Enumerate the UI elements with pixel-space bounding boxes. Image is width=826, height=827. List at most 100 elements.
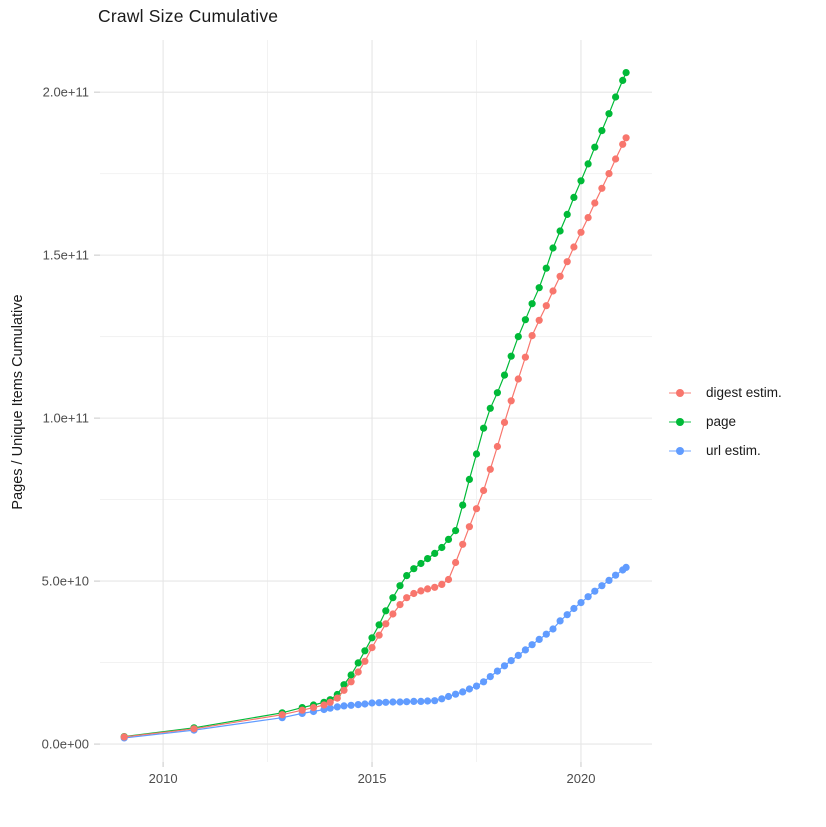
data-point <box>431 697 439 705</box>
legend-item-digest-estim: digest estim. <box>666 378 782 407</box>
data-point <box>556 272 564 280</box>
data-point <box>354 668 362 676</box>
series-line <box>124 566 627 739</box>
data-point <box>382 698 390 706</box>
data-point <box>507 657 515 665</box>
data-point <box>452 690 460 698</box>
data-point <box>591 143 599 151</box>
data-point <box>459 688 467 696</box>
data-point <box>535 635 543 644</box>
legend-item-label: digest estim. <box>706 385 782 400</box>
data-point <box>389 610 397 618</box>
data-point <box>598 127 606 135</box>
data-point <box>605 110 613 118</box>
data-point <box>480 424 488 432</box>
legend: digest estim. page url estim. <box>666 378 782 465</box>
data-point <box>444 535 453 544</box>
data-point <box>542 264 550 272</box>
data-point <box>459 540 467 548</box>
legend-item-url-estim: url estim. <box>666 436 782 465</box>
data-point <box>417 587 425 595</box>
data-point <box>577 599 585 607</box>
data-point <box>326 704 334 712</box>
data-point <box>382 620 390 628</box>
data-point <box>340 702 348 710</box>
legend-key-icon <box>669 417 691 426</box>
data-point <box>278 711 286 719</box>
data-point <box>403 594 411 602</box>
series-url-estim <box>120 563 630 742</box>
data-point <box>514 333 522 341</box>
data-point <box>465 685 473 693</box>
data-point <box>431 549 439 558</box>
data-point <box>410 589 418 598</box>
data-point <box>465 523 473 531</box>
data-point <box>298 706 306 714</box>
data-point <box>493 442 501 451</box>
data-point <box>452 527 460 535</box>
legend-item-label: page <box>706 414 737 429</box>
data-point <box>480 678 488 686</box>
data-point <box>563 258 571 266</box>
data-point <box>486 404 494 412</box>
y-tick-label: 1.5e+11 <box>43 248 89 263</box>
data-point <box>444 575 453 584</box>
data-point <box>622 69 630 77</box>
data-point <box>368 634 376 642</box>
data-point <box>424 555 432 563</box>
data-point <box>591 199 599 207</box>
data-point <box>361 647 369 655</box>
data-point <box>472 505 481 513</box>
data-point <box>444 692 453 701</box>
data-point <box>542 630 550 638</box>
data-point <box>622 563 630 572</box>
data-point <box>556 617 564 625</box>
data-point <box>493 389 501 397</box>
data-point <box>396 698 404 706</box>
data-point <box>472 450 481 458</box>
data-point <box>431 583 439 591</box>
data-point <box>472 682 481 690</box>
data-point <box>486 673 494 681</box>
data-point <box>528 641 536 649</box>
x-tick-label: 2020 <box>567 771 596 786</box>
series-page <box>120 69 630 741</box>
data-point <box>368 644 376 652</box>
data-point <box>577 228 585 236</box>
data-point <box>521 316 530 324</box>
data-point <box>556 227 564 235</box>
data-point <box>619 76 627 84</box>
data-point <box>570 604 578 613</box>
data-point <box>612 93 620 101</box>
data-point <box>507 352 515 360</box>
data-point <box>563 210 571 218</box>
data-point <box>598 184 606 192</box>
data-point <box>535 284 543 292</box>
data-point <box>480 486 488 495</box>
data-point <box>500 662 509 670</box>
data-point <box>333 694 341 702</box>
data-point <box>361 657 369 665</box>
data-point <box>326 698 334 706</box>
data-point <box>375 621 383 629</box>
data-point <box>438 580 446 589</box>
data-point <box>190 725 198 733</box>
data-point <box>361 700 369 708</box>
data-point <box>389 594 397 602</box>
y-tick-label: 5.0e+10 <box>42 574 89 589</box>
data-point <box>584 593 592 601</box>
data-point <box>417 559 425 568</box>
data-point <box>424 585 432 593</box>
data-point <box>438 695 446 703</box>
y-tick-label: 0.0e+00 <box>42 737 89 752</box>
data-point <box>584 160 592 168</box>
data-point <box>514 375 522 383</box>
data-point <box>535 316 543 324</box>
data-point <box>120 733 128 741</box>
y-tick-label: 1.0e+11 <box>43 411 89 426</box>
data-point <box>521 646 530 654</box>
chart-title: Crawl Size Cumulative <box>98 6 279 26</box>
data-point <box>403 572 411 580</box>
x-tick-label: 2015 <box>358 771 387 786</box>
